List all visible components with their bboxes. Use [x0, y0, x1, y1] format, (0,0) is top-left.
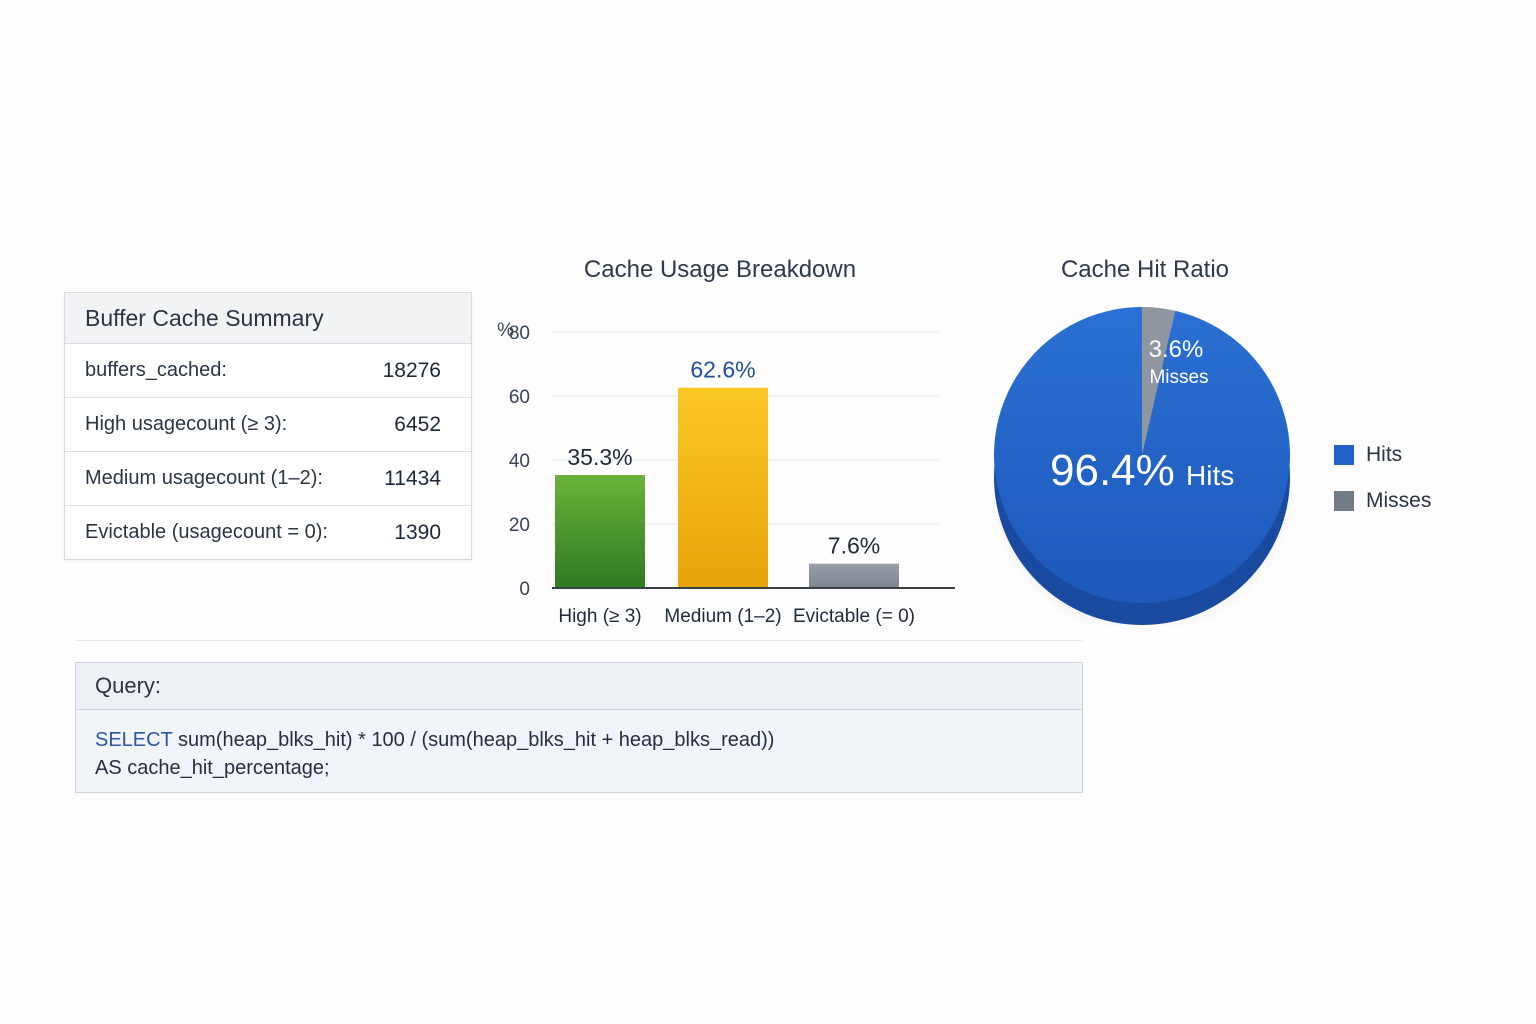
cache-usage-bar-chart: 0 20 40 60 80% 35.3% High (≥ 3) 62.6% Medium (1–… [497, 320, 955, 627]
summary-row-label: buffers_cached: [85, 359, 227, 381]
pie-label-hits-text: Hits [1186, 460, 1234, 491]
summary-row-buffers-cached: buffers_cached: 18276 [65, 344, 471, 398]
summary-row-value: 18276 [382, 358, 441, 382]
legend-swatch-hits [1334, 445, 1354, 465]
cache-hit-pie-chart: 96.4% Hits 3.6% Misses [988, 307, 1296, 625]
pie-label-misses-value: 3.6% [1149, 336, 1204, 363]
query-header: Query: [76, 663, 1082, 710]
summary-row-label: High usagecount (≥ 3): [85, 413, 288, 435]
y-axis-label: % [497, 320, 514, 341]
buffer-cache-summary: Buffer Cache Summary buffers_cached: 182… [64, 292, 472, 560]
section-divider [76, 640, 1082, 641]
pie-label-misses-text: Misses [1149, 367, 1208, 388]
summary-row-label: Medium usagecount (1–2): [85, 467, 323, 489]
data-label: 35.3% [567, 444, 632, 470]
legend-item-hits: Hits [1334, 432, 1431, 478]
summary-row-label: Evictable (usagecount = 0): [85, 521, 328, 543]
bar-chart-title: Cache Usage Breakdown [583, 256, 857, 283]
y-tick-label: 80 [509, 323, 530, 344]
y-tick-label: 0 [519, 579, 530, 600]
legend-swatch-misses [1334, 491, 1354, 511]
pie-label-hits-value: 96.4% [1050, 446, 1175, 495]
query-panel: Query: SELECT sum(heap_blks_hit) * 100 /… [75, 662, 1083, 793]
y-tick-label: 20 [509, 515, 530, 536]
x-tick-label: Evictable (= 0) [793, 606, 915, 627]
query-code: SELECT sum(heap_blks_hit) * 100 / (sum(h… [76, 710, 1082, 792]
x-tick-label: High (≥ 3) [558, 606, 641, 627]
legend-label: Hits [1366, 443, 1403, 466]
pie-chart-title: Cache Hit Ratio [1060, 256, 1230, 283]
legend-item-misses: Misses [1334, 478, 1431, 524]
y-tick-label: 40 [509, 451, 530, 472]
bar-1 [678, 387, 768, 588]
query-line-1-rest: sum(heap_blks_hit) * 100 / (sum(heap_blk… [172, 729, 775, 751]
bar-2 [809, 563, 899, 588]
summary-row-value: 6452 [394, 412, 441, 436]
x-tick-label: Medium (1–2) [664, 606, 781, 627]
summary-row-evictable: Evictable (usagecount = 0): 1390 [65, 506, 471, 559]
summary-row-high-usage: High usagecount (≥ 3): 6452 [65, 398, 471, 452]
query-line-2: AS cache_hit_percentage; [95, 757, 330, 779]
summary-row-value: 11434 [384, 466, 441, 490]
y-tick-label: 60 [509, 387, 530, 408]
legend-label: Misses [1366, 489, 1432, 512]
summary-row-medium-usage: Medium usagecount (1–2): 11434 [65, 452, 471, 506]
data-label: 62.6% [690, 357, 755, 383]
data-label: 7.6% [828, 533, 880, 559]
query-line-1: SELECT sum(heap_blks_hit) * 100 / (sum(h… [95, 726, 1063, 754]
sql-keyword: SELECT [95, 729, 173, 751]
summary-row-value: 1390 [394, 520, 441, 544]
bar-0 [555, 475, 645, 588]
pie-legend: Hits Misses [1334, 432, 1431, 524]
summary-title: Buffer Cache Summary [65, 293, 471, 344]
pie-slice-misses [1142, 307, 1176, 455]
